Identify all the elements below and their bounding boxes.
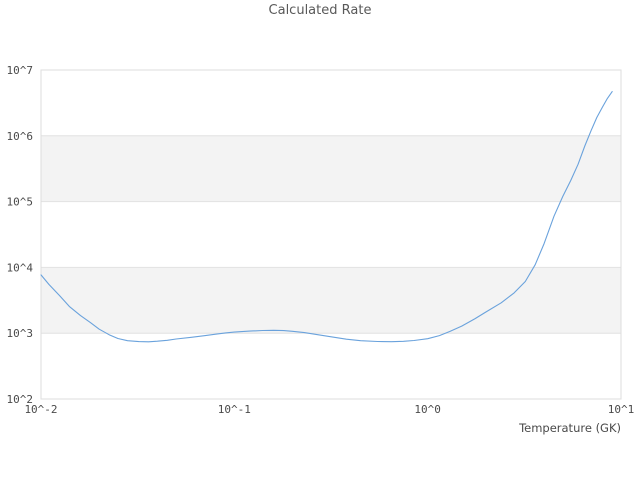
y-tick-label: 10^4 <box>7 261 34 274</box>
x-tick-label: 10^-2 <box>24 403 57 416</box>
x-tick-label: 10^0 <box>414 403 441 416</box>
y-tick-label: 10^5 <box>7 196 34 209</box>
rate-curve <box>40 91 613 343</box>
y-tick-label: 10^2 <box>7 393 34 406</box>
x-axis-title: Temperature (GK) <box>519 421 621 435</box>
x-tick-label: 10^-1 <box>218 403 251 416</box>
y-tick-label: 10^7 <box>7 64 34 77</box>
y-tick-label: 10^6 <box>7 130 34 143</box>
y-tick-label: 10^3 <box>7 327 34 340</box>
chart-title: Calculated Rate <box>268 3 372 18</box>
plot-border <box>40 69 622 400</box>
x-tick-label: 10^1 <box>608 403 635 416</box>
decade-band <box>41 267 621 334</box>
decade-band <box>41 135 621 202</box>
